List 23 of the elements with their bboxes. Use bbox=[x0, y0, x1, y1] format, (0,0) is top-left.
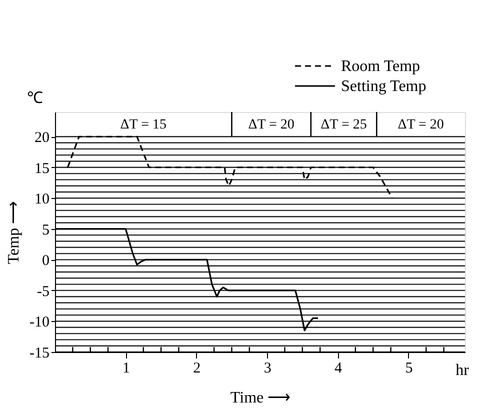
y-tick-label: 15 bbox=[34, 160, 50, 177]
annotation: ΔT = 25 bbox=[320, 117, 367, 132]
text: ℃ bbox=[27, 90, 43, 107]
y-tick-label: 0 bbox=[42, 253, 50, 270]
x-tick-label: 5 bbox=[405, 360, 413, 376]
annotation: ΔT = 20 bbox=[398, 117, 444, 132]
annotation: ΔT = 15 bbox=[120, 117, 166, 132]
x-tick-label: 2 bbox=[193, 360, 201, 376]
y-tick-label: -5 bbox=[37, 284, 50, 300]
y-tick-label: 10 bbox=[34, 192, 50, 208]
x-tick-label: 4 bbox=[334, 360, 343, 376]
x-tick-label: 3 bbox=[264, 360, 272, 376]
y-tick-label: 20 bbox=[34, 130, 50, 146]
y-axis-title: Temp ⟶ bbox=[6, 200, 23, 264]
y-tick-label: 5 bbox=[42, 222, 50, 238]
x-axis-title: Time ⟶ bbox=[230, 390, 291, 406]
text: hr bbox=[456, 362, 470, 379]
y-tick-label: -15 bbox=[30, 346, 50, 362]
y-tick-label: -10 bbox=[30, 314, 50, 331]
legend-label: Setting Temp bbox=[341, 78, 426, 95]
annotation: ΔT = 20 bbox=[248, 117, 294, 132]
x-tick-label: 1 bbox=[122, 360, 130, 376]
legend-label: Room Temp bbox=[341, 58, 420, 75]
